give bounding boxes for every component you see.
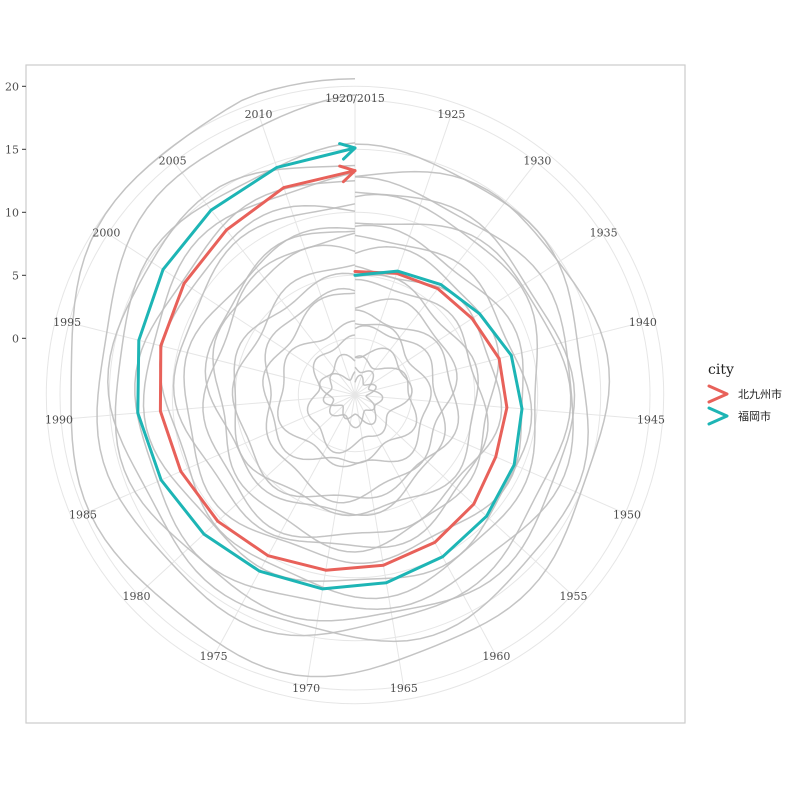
- series-arrowhead-0: [338, 164, 357, 184]
- grid-ring-outer: [59, 99, 651, 691]
- grid-ring: [45, 85, 665, 705]
- angular-tick-label: 1995: [53, 316, 81, 329]
- radial-tick-labels: 0 5 10 15 20: [5, 80, 26, 345]
- angular-tick-label: 1925: [437, 108, 465, 121]
- background-series-line: [142, 172, 533, 582]
- angular-tick-label: 1955: [560, 590, 588, 603]
- angular-tick-label: 2000: [92, 227, 120, 240]
- angular-tick-label: 1970: [292, 682, 320, 695]
- background-series-line: [96, 94, 572, 637]
- background-series-line: [70, 77, 611, 678]
- series-arrowhead-1: [338, 142, 357, 161]
- background-series-line: [159, 193, 539, 600]
- highlighted-series: [136, 142, 524, 591]
- background-series: [70, 77, 611, 678]
- radial-tick-label: 5: [12, 269, 19, 282]
- angular-tick-labels: 1920/2015 1925 1930 1935 1940 1945 1950 1955 196…: [45, 92, 665, 695]
- angular-tick-label: 2005: [159, 155, 187, 168]
- radial-tick-label: 0: [12, 332, 19, 345]
- angular-tick-label: 1950: [613, 508, 641, 521]
- angular-tick-label: 1985: [69, 508, 97, 521]
- grid-ring: [171, 211, 539, 579]
- angular-tick-label: 1990: [45, 414, 73, 427]
- radial-tick-label: 10: [5, 206, 19, 219]
- background-series-line: [114, 142, 576, 622]
- legend-key: [707, 384, 729, 404]
- radial-tick-label: 15: [5, 143, 19, 156]
- radial-tick-label: 20: [5, 80, 19, 93]
- angular-tick-label: 1965: [390, 682, 418, 695]
- angular-tick-label: 2010: [245, 108, 273, 121]
- background-series-line: [134, 176, 574, 610]
- background-series-line: [318, 353, 377, 429]
- background-series-line: [322, 366, 384, 425]
- angular-tick-label: 1930: [523, 155, 551, 168]
- angular-tick-label: 1960: [482, 650, 510, 663]
- series-line-0: [158, 169, 509, 572]
- background-series-line: [107, 143, 589, 643]
- background-series-line: [306, 334, 413, 454]
- background-series-line: [183, 224, 524, 565]
- background-series-line: [277, 320, 432, 468]
- background-series-line: [233, 272, 479, 517]
- angular-tick-label: 1920/2015: [325, 92, 385, 105]
- background-series-line: [264, 287, 458, 504]
- angular-tick-label: 1975: [200, 650, 228, 663]
- legend-label: 福岡市: [738, 409, 771, 423]
- angular-tick-label: 1940: [629, 316, 657, 329]
- angular-tick-label: 1980: [122, 590, 150, 603]
- legend-label: 北九州市: [738, 387, 782, 401]
- series-line-1: [136, 146, 524, 591]
- angular-tick-label: 1945: [637, 414, 665, 427]
- background-series-line: [172, 203, 489, 549]
- angular-tick-label: 1935: [590, 227, 618, 240]
- legend-key: [707, 406, 729, 426]
- legend-title: city: [708, 362, 734, 378]
- background-series-line: [231, 264, 460, 499]
